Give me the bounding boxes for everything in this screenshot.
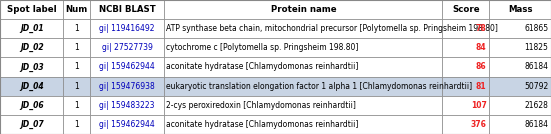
Bar xyxy=(442,0,489,19)
Text: 84: 84 xyxy=(476,43,487,52)
Text: 1: 1 xyxy=(74,101,79,110)
Text: ATP synthase beta chain, mitochondrial precursor [Polytomella sp. Pringsheim 198: ATP synthase beta chain, mitochondrial p… xyxy=(166,24,498,33)
Text: 1: 1 xyxy=(74,82,79,91)
Text: 21628: 21628 xyxy=(525,101,548,110)
Text: 1: 1 xyxy=(74,24,79,33)
Bar xyxy=(164,77,442,96)
Bar xyxy=(63,19,90,38)
Bar xyxy=(489,38,551,57)
Bar xyxy=(164,38,442,57)
Text: NCBI BLAST: NCBI BLAST xyxy=(99,5,155,14)
Bar xyxy=(90,38,164,57)
Bar xyxy=(489,115,551,134)
Text: JD_01: JD_01 xyxy=(20,24,44,33)
Bar xyxy=(489,77,551,96)
Bar xyxy=(442,38,489,57)
Text: Score: Score xyxy=(452,5,480,14)
Bar xyxy=(164,96,442,115)
Bar xyxy=(63,38,90,57)
Bar xyxy=(0,19,63,38)
Bar xyxy=(489,57,551,77)
Text: 86184: 86184 xyxy=(524,120,548,129)
Bar xyxy=(90,77,164,96)
Bar xyxy=(90,115,164,134)
Text: JD_02: JD_02 xyxy=(20,43,44,52)
Text: Spot label: Spot label xyxy=(7,5,57,14)
Text: Num: Num xyxy=(66,5,88,14)
Text: 81: 81 xyxy=(476,82,487,91)
Bar xyxy=(63,115,90,134)
Bar xyxy=(90,19,164,38)
Text: 50792: 50792 xyxy=(524,82,548,91)
Bar xyxy=(0,57,63,77)
Text: JD_06: JD_06 xyxy=(20,101,44,110)
Text: 1: 1 xyxy=(74,43,79,52)
Bar xyxy=(0,0,63,19)
Bar xyxy=(442,115,489,134)
Text: 61865: 61865 xyxy=(524,24,548,33)
Text: Mass: Mass xyxy=(508,5,532,14)
Text: eukaryotic translation elongation factor 1 alpha 1 [Chlamydomonas reinhardtii]: eukaryotic translation elongation factor… xyxy=(166,82,473,91)
Text: JD_04: JD_04 xyxy=(20,82,44,91)
Bar xyxy=(90,57,164,77)
Text: aconitate hydratase [Chlamydomonas reinhardtii]: aconitate hydratase [Chlamydomonas reinh… xyxy=(166,62,359,72)
Bar xyxy=(90,96,164,115)
Bar xyxy=(0,115,63,134)
Bar xyxy=(164,0,442,19)
Text: gi| 159462944: gi| 159462944 xyxy=(99,62,155,72)
Bar xyxy=(442,96,489,115)
Bar xyxy=(164,115,442,134)
Text: gi| 119416492: gi| 119416492 xyxy=(99,24,155,33)
Bar xyxy=(442,57,489,77)
Bar xyxy=(489,19,551,38)
Text: gi| 27527739: gi| 27527739 xyxy=(101,43,153,52)
Text: 376: 376 xyxy=(471,120,487,129)
Text: cytochrome c [Polytomella sp. Pringsheim 198.80]: cytochrome c [Polytomella sp. Pringsheim… xyxy=(166,43,359,52)
Bar xyxy=(63,77,90,96)
Bar xyxy=(63,0,90,19)
Text: aconitate hydratase [Chlamydomonas reinhardtii]: aconitate hydratase [Chlamydomonas reinh… xyxy=(166,120,359,129)
Text: 86: 86 xyxy=(476,62,487,72)
Bar xyxy=(0,96,63,115)
Bar xyxy=(489,96,551,115)
Bar xyxy=(63,96,90,115)
Bar xyxy=(164,19,442,38)
Text: 78: 78 xyxy=(476,24,487,33)
Bar xyxy=(90,0,164,19)
Text: 11825: 11825 xyxy=(525,43,548,52)
Text: gi| 159483223: gi| 159483223 xyxy=(99,101,155,110)
Bar xyxy=(0,77,63,96)
Bar xyxy=(442,19,489,38)
Text: 2-cys peroxiredoxin [Chlamydomonas reinhardtii]: 2-cys peroxiredoxin [Chlamydomonas reinh… xyxy=(166,101,356,110)
Text: JD_07: JD_07 xyxy=(20,120,44,129)
Text: gi| 159476938: gi| 159476938 xyxy=(99,82,155,91)
Bar xyxy=(63,57,90,77)
Text: gi| 159462944: gi| 159462944 xyxy=(99,120,155,129)
Text: JD_03: JD_03 xyxy=(20,62,44,72)
Text: 86184: 86184 xyxy=(524,62,548,72)
Bar xyxy=(0,38,63,57)
Bar xyxy=(164,57,442,77)
Text: 107: 107 xyxy=(471,101,487,110)
Text: Protein name: Protein name xyxy=(271,5,336,14)
Text: 1: 1 xyxy=(74,120,79,129)
Bar xyxy=(489,0,551,19)
Text: 1: 1 xyxy=(74,62,79,72)
Bar xyxy=(442,77,489,96)
